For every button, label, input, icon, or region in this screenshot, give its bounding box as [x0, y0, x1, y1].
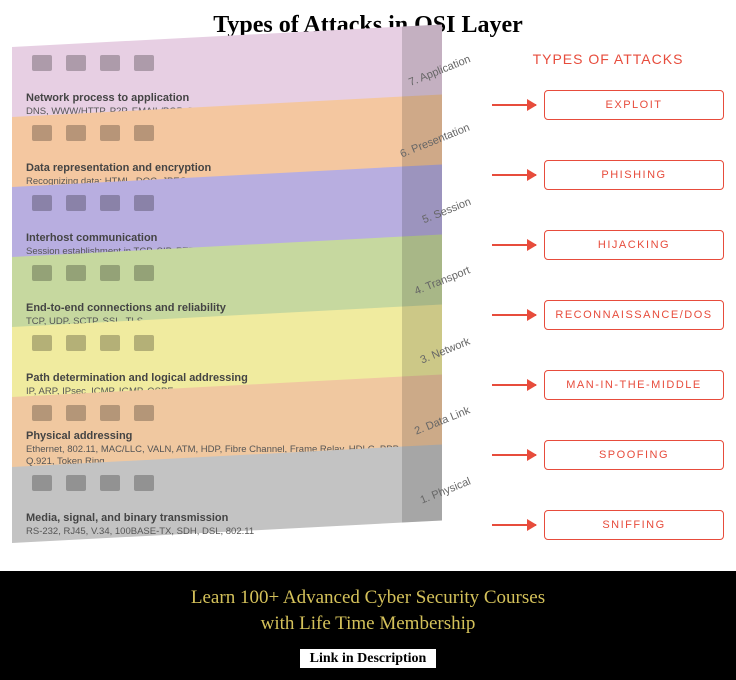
device-icon [66, 405, 86, 421]
device-icon [66, 125, 86, 141]
device-icon [32, 125, 52, 141]
attacks-list: EXPLOIT PHISHING HIJACKING RECONNAISSANCE/D… [492, 81, 724, 549]
device-icon [134, 195, 154, 211]
footer-link-wrap: Link in Description [0, 644, 736, 670]
device-icon [100, 125, 120, 141]
attack-row: HIJACKING [492, 221, 724, 269]
device-icon [100, 195, 120, 211]
layer-protocols: RS-232, RJ45, V.34, 100BASE-TX, SDH, DSL… [26, 526, 416, 537]
arrow-icon [492, 384, 536, 386]
attack-box: PHISHING [544, 160, 724, 190]
footer-banner: Learn 100+ Advanced Cyber Security Cours… [0, 571, 736, 680]
attack-box: SPOOFING [544, 440, 724, 470]
layer-icons [32, 51, 412, 75]
attack-box: SNIFFING [544, 510, 724, 540]
attack-box: RECONNAISSANCE/DOS [544, 300, 724, 330]
infographic-container: Types of Attacks in OSI Layer 7. Applica… [0, 0, 736, 680]
device-icon [66, 195, 86, 211]
device-icon [134, 405, 154, 421]
device-icon [32, 335, 52, 351]
device-icon [100, 405, 120, 421]
attack-box: HIJACKING [544, 230, 724, 260]
device-icon [100, 265, 120, 281]
device-icon [66, 475, 86, 491]
arrow-icon [492, 244, 536, 246]
arrow-icon [492, 174, 536, 176]
device-icon [66, 55, 86, 71]
attack-row: MAN-IN-THE-MIDDLE [492, 361, 724, 409]
device-icon [32, 475, 52, 491]
attack-row: SPOOFING [492, 431, 724, 479]
layer-heading: Media, signal, and binary transmission [26, 512, 416, 524]
footer-line1: Learn 100+ Advanced Cyber Security Cours… [0, 585, 736, 611]
arrow-icon [492, 524, 536, 526]
device-icon [134, 475, 154, 491]
attack-box: EXPLOIT [544, 90, 724, 120]
device-icon [134, 335, 154, 351]
device-icon [32, 405, 52, 421]
arrow-icon [492, 314, 536, 316]
device-icon [100, 335, 120, 351]
device-icon [100, 55, 120, 71]
device-icon [134, 265, 154, 281]
layer-text: Media, signal, and binary transmission RS… [26, 512, 416, 537]
layer-icons [32, 401, 412, 425]
layer-heading: Physical addressing [26, 430, 416, 442]
attacks-header: TYPES OF ATTACKS [492, 51, 724, 67]
attacks-column: TYPES OF ATTACKS EXPLOIT PHISHING HIJACKIN… [482, 47, 724, 571]
attack-row: PHISHING [492, 151, 724, 199]
device-icon [32, 195, 52, 211]
device-icon [134, 55, 154, 71]
device-icon [134, 125, 154, 141]
attack-row: RECONNAISSANCE/DOS [492, 291, 724, 339]
layer-icons [32, 331, 412, 355]
device-icon [100, 475, 120, 491]
device-icon [32, 265, 52, 281]
footer-link-label: Link in Description [300, 649, 437, 668]
arrow-icon [492, 454, 536, 456]
layer-icons [32, 121, 412, 145]
arrow-icon [492, 104, 536, 106]
attack-row: SNIFFING [492, 501, 724, 549]
device-icon [66, 335, 86, 351]
device-icon [32, 55, 52, 71]
footer-line2: with Life Time Membership [0, 611, 736, 637]
device-icon [66, 265, 86, 281]
layer-icons [32, 191, 412, 215]
osi-layer: 1. PhysicalMedia, signal, and binary tra… [12, 467, 482, 543]
attack-row: EXPLOIT [492, 81, 724, 129]
osi-layers-column: 7. ApplicationNetwork process to applica… [12, 47, 482, 571]
attack-box: MAN-IN-THE-MIDDLE [544, 370, 724, 400]
layer-icons [32, 261, 412, 285]
layer-icons [32, 471, 412, 495]
main-content: 7. ApplicationNetwork process to applica… [0, 47, 736, 571]
